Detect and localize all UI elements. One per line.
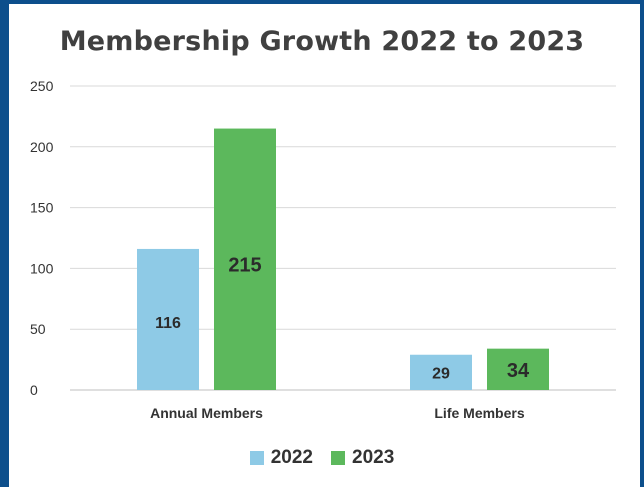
y-axis-ticks: 0 50 100 150 200 250: [30, 78, 54, 398]
y-tick-label: 150: [30, 200, 54, 216]
y-tick-label: 200: [30, 139, 54, 155]
legend-swatch: [331, 451, 345, 465]
legend-label: 2023: [352, 447, 395, 468]
bar-2022-annual-members: [137, 248, 199, 390]
data-label: 29: [432, 366, 450, 383]
y-tick-label: 250: [30, 78, 54, 94]
legend-label: 2022: [270, 447, 313, 468]
category-labels: Annual Members Life Members: [150, 405, 525, 421]
legend-item-2022: 2022: [249, 447, 313, 469]
data-label: 34: [507, 360, 530, 382]
category-label: Life Members: [434, 405, 524, 421]
legend-item-2023: 2023: [331, 447, 394, 469]
bar-2023-life-members: [487, 348, 549, 390]
gridlines: [70, 85, 616, 391]
data-label: 215: [228, 255, 261, 277]
legend-swatch: [249, 451, 264, 465]
data-labels: 116 215 29 34: [155, 255, 530, 383]
y-tick-label: 100: [30, 260, 54, 276]
data-label: 116: [155, 315, 181, 332]
category-label: Annual Members: [150, 405, 263, 421]
y-tick-label: 50: [30, 321, 46, 337]
bars: [137, 128, 549, 390]
bar-2022-life-members: [410, 354, 472, 390]
y-tick-label: 0: [30, 382, 38, 398]
chart-title: Membership Growth 2022 to 2023: [59, 26, 585, 57]
legend: 2022 2023: [0, 447, 644, 469]
bar-2023-annual-members: [214, 128, 276, 390]
